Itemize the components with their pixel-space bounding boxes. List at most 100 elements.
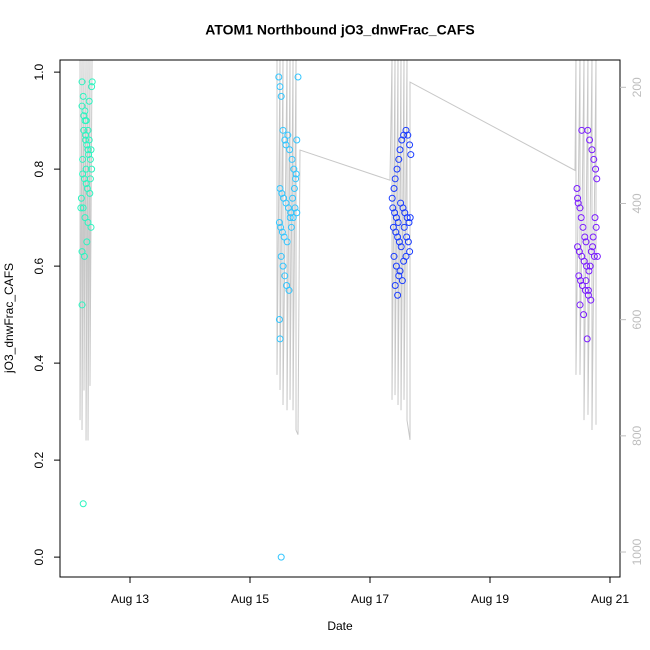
point: [79, 92, 87, 100]
point: [592, 223, 600, 231]
y-tick-label: 0.4: [32, 354, 46, 371]
point: [586, 136, 594, 144]
point: [286, 146, 294, 154]
point: [392, 262, 400, 270]
point: [82, 136, 90, 144]
point: [276, 83, 284, 91]
point: [592, 165, 600, 173]
point: [276, 335, 284, 343]
y2-tick-label: 200: [630, 77, 644, 97]
point: [403, 233, 411, 241]
point: [406, 248, 414, 256]
point: [388, 194, 396, 202]
point: [593, 252, 601, 260]
point: [77, 194, 85, 202]
point: [83, 141, 91, 149]
point: [86, 155, 94, 163]
point: [398, 277, 406, 285]
point: [78, 78, 86, 86]
point: [394, 291, 402, 299]
point: [577, 277, 585, 285]
point: [83, 238, 91, 246]
point: [279, 262, 287, 270]
point: [390, 185, 398, 193]
plot-area: [77, 60, 601, 561]
point: [291, 204, 299, 212]
point: [395, 272, 403, 280]
point: [276, 185, 284, 193]
point: [292, 170, 300, 178]
point: [79, 155, 87, 163]
point: [582, 238, 590, 246]
point: [80, 126, 88, 134]
point: [398, 136, 406, 144]
point: [574, 194, 582, 202]
point: [281, 136, 289, 144]
point: [593, 175, 601, 183]
point: [405, 218, 413, 226]
point: [394, 218, 402, 226]
point: [279, 126, 287, 134]
point: [389, 204, 397, 212]
point: [396, 146, 404, 154]
point: [85, 97, 93, 105]
point: [81, 214, 89, 222]
point: [590, 252, 598, 260]
point: [406, 214, 414, 222]
y-tick-label: 1.0: [32, 63, 46, 80]
point: [575, 272, 583, 280]
point: [290, 185, 298, 193]
point: [79, 170, 87, 178]
point: [87, 223, 95, 231]
point: [292, 175, 300, 183]
point: [392, 214, 400, 222]
point: [392, 228, 400, 236]
y-tick-label: 0.2: [32, 451, 46, 468]
point: [287, 223, 295, 231]
point: [79, 500, 87, 508]
point: [84, 218, 92, 226]
point: [582, 277, 590, 285]
point: [393, 165, 401, 173]
point: [577, 214, 585, 222]
point: [284, 131, 292, 139]
point: [406, 141, 414, 149]
point: [88, 165, 96, 173]
point: [79, 204, 87, 212]
point: [588, 146, 596, 154]
point: [85, 151, 93, 159]
point: [289, 194, 297, 202]
point: [407, 151, 415, 159]
point: [579, 223, 587, 231]
point: [82, 180, 90, 188]
point: [294, 73, 302, 81]
y-tick-label: 0.6: [32, 257, 46, 274]
point: [278, 228, 286, 236]
point: [585, 267, 593, 275]
point: [289, 214, 297, 222]
x-tick-label: Aug 19: [471, 592, 509, 606]
point: [591, 214, 599, 222]
point: [277, 553, 285, 561]
point: [584, 286, 592, 294]
point: [275, 315, 283, 323]
point: [396, 267, 404, 275]
point: [586, 262, 594, 270]
x-axis-label: Date: [327, 619, 353, 633]
point: [77, 204, 85, 212]
point: [400, 223, 408, 231]
point: [277, 223, 285, 231]
x-tick-label: Aug 13: [111, 592, 149, 606]
point: [283, 238, 291, 246]
point: [275, 73, 283, 81]
point: [402, 126, 410, 134]
point: [286, 214, 294, 222]
point: [275, 218, 283, 226]
point: [391, 282, 399, 290]
point: [285, 286, 293, 294]
point: [281, 272, 289, 280]
point: [403, 214, 411, 222]
point: [573, 185, 581, 193]
point: [278, 189, 286, 197]
point: [293, 136, 301, 144]
